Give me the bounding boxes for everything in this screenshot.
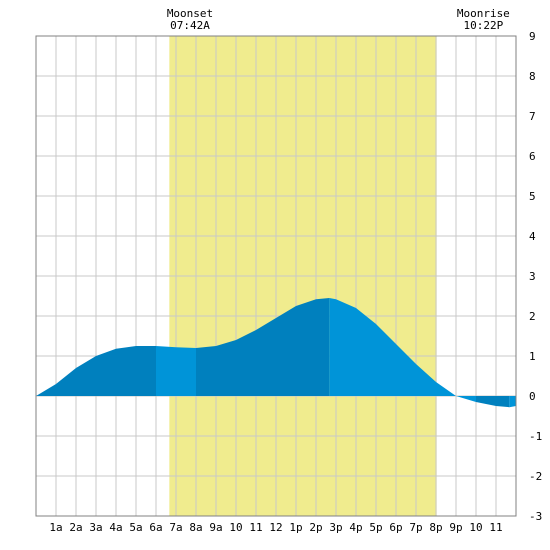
x-tick-label: 7p xyxy=(409,521,422,534)
tide-area-segment xyxy=(476,396,510,408)
x-tick-label: 3a xyxy=(89,521,102,534)
x-tick-label: 6p xyxy=(389,521,402,534)
x-tick-label: 1p xyxy=(289,521,302,534)
y-tick-label: -3 xyxy=(529,510,542,523)
y-tick-label: 4 xyxy=(529,230,536,243)
moonset-label: Moonset xyxy=(167,7,213,20)
x-tick-label: 4p xyxy=(349,521,362,534)
x-tick-label: 8a xyxy=(189,521,202,534)
y-tick-label: -1 xyxy=(529,430,542,443)
y-tick-label: 9 xyxy=(529,30,536,43)
y-tick-label: 5 xyxy=(529,190,536,203)
x-tick-label: 12 xyxy=(269,521,282,534)
x-tick-label: 3p xyxy=(329,521,342,534)
x-tick-label: 5a xyxy=(129,521,142,534)
tide-area-segment xyxy=(36,346,156,396)
x-tick-label: 8p xyxy=(429,521,442,534)
x-tick-label: 9p xyxy=(449,521,462,534)
x-tick-label: 7a xyxy=(169,521,182,534)
moonrise-time: 10:22P xyxy=(463,19,503,32)
plot-frame xyxy=(35,35,517,517)
tide-area-segment xyxy=(156,346,196,396)
y-tick-label: 8 xyxy=(529,70,536,83)
y-tick-label: 3 xyxy=(529,270,536,283)
y-tick-label: 6 xyxy=(529,150,536,163)
y-tick-label: 1 xyxy=(529,350,536,363)
x-tick-label: 10 xyxy=(229,521,242,534)
x-tick-label: 10 xyxy=(469,521,482,534)
x-tick-label: 2a xyxy=(69,521,82,534)
y-tick-label: 0 xyxy=(529,390,536,403)
y-tick-label: 2 xyxy=(529,310,536,323)
moonset-time: 07:42A xyxy=(170,19,210,32)
x-tick-label: 5p xyxy=(369,521,382,534)
tide-area-segment xyxy=(509,396,516,408)
x-tick-label: 9a xyxy=(209,521,222,534)
x-tick-label: 11 xyxy=(489,521,502,534)
x-tick-label: 11 xyxy=(249,521,262,534)
moonrise-label: Moonrise xyxy=(457,7,510,20)
x-tick-label: 2p xyxy=(309,521,322,534)
x-tick-label: 4a xyxy=(109,521,122,534)
x-tick-label: 6a xyxy=(149,521,162,534)
x-tick-label: 1a xyxy=(49,521,62,534)
tide-area-segment xyxy=(196,298,330,396)
tide-area-segment xyxy=(329,298,476,402)
y-tick-label: -2 xyxy=(529,470,542,483)
y-tick-label: 7 xyxy=(529,110,536,123)
